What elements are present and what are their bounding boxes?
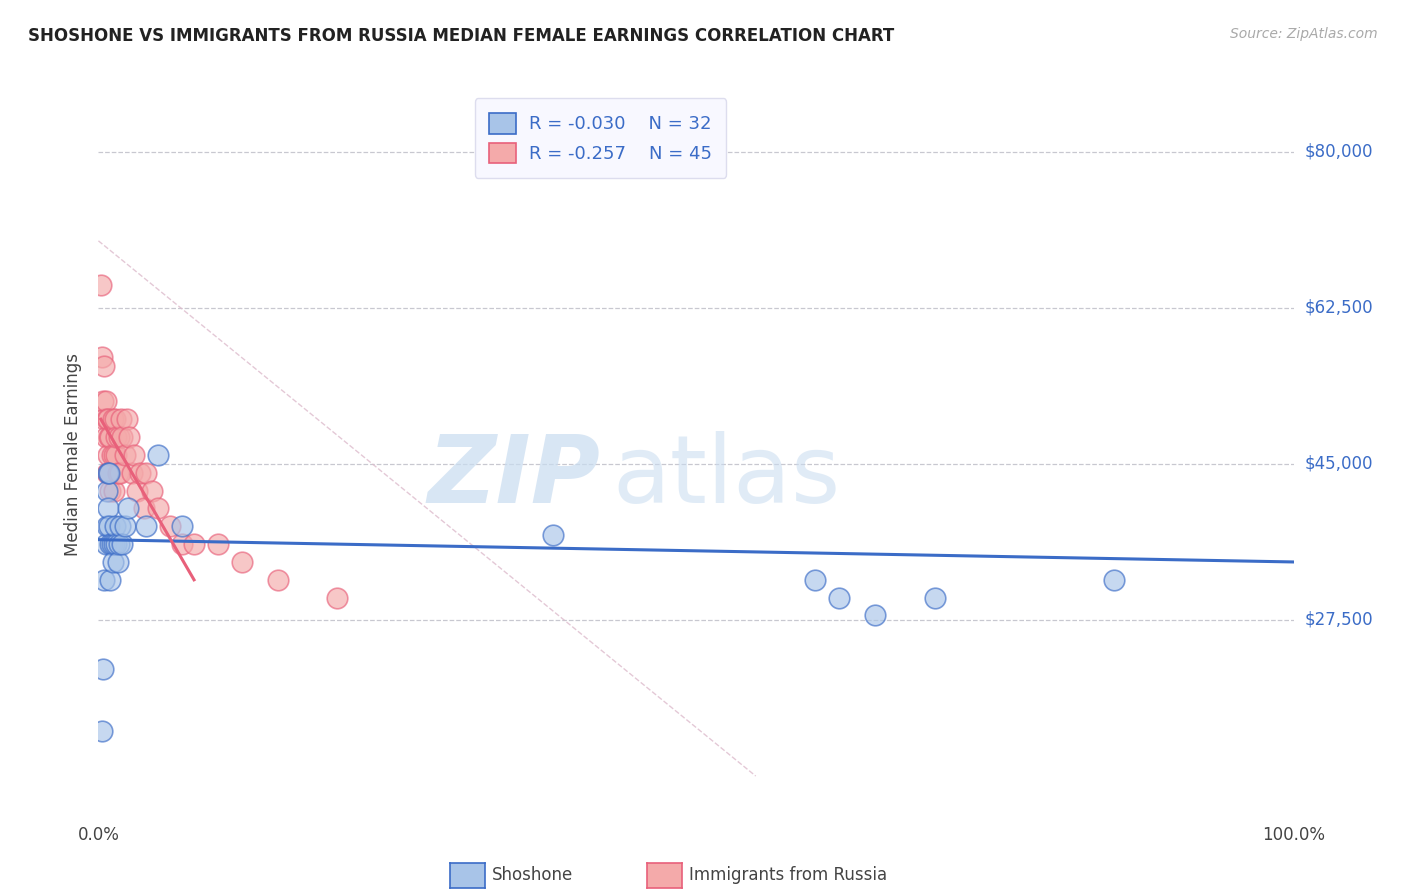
Point (93, 359, 115, 373)
Point (183, 537, 205, 551)
Point (172, 519, 194, 533)
Text: ZIP: ZIP (427, 431, 600, 523)
Point (121, 466, 143, 480)
Point (98, 466, 121, 480)
Point (98, 483, 122, 498)
Point (104, 412, 127, 426)
Point (97, 501, 120, 516)
Text: SHOSHONE VS IMMIGRANTS FROM RUSSIA MEDIAN FEMALE EARNINGS CORRELATION CHART: SHOSHONE VS IMMIGRANTS FROM RUSSIA MEDIA… (28, 27, 894, 45)
Point (107, 430, 129, 444)
Point (148, 448, 170, 462)
Point (101, 412, 124, 426)
Point (135, 466, 157, 480)
Point (132, 501, 155, 516)
Point (108, 519, 131, 533)
Point (98, 537, 122, 551)
Point (105, 448, 128, 462)
Point (97, 448, 120, 462)
Point (104, 519, 127, 533)
Point (96, 483, 118, 498)
Legend: R = -0.030    N = 32, R = -0.257    N = 45: R = -0.030 N = 32, R = -0.257 N = 45 (475, 98, 725, 178)
Point (93, 412, 115, 426)
Point (94, 537, 117, 551)
Point (114, 448, 136, 462)
Text: $80,000: $80,000 (1305, 143, 1374, 161)
Point (1102, 573, 1125, 587)
Point (107, 537, 129, 551)
Point (103, 448, 125, 462)
Point (207, 537, 229, 551)
Point (103, 537, 125, 551)
Point (124, 448, 146, 462)
Point (98, 466, 121, 480)
Point (98, 519, 121, 533)
Point (96, 519, 118, 533)
Point (541, 528, 564, 542)
Point (115, 412, 138, 426)
Point (110, 412, 132, 426)
Point (96, 412, 118, 426)
Point (91, 350, 114, 364)
Point (141, 483, 163, 498)
Point (98, 430, 122, 444)
Point (103, 483, 125, 498)
Point (108, 466, 131, 480)
Point (96, 466, 118, 480)
Point (100, 448, 122, 462)
Point (118, 430, 141, 444)
Point (101, 555, 124, 569)
Point (107, 555, 129, 569)
Point (267, 573, 290, 587)
Point (111, 537, 134, 551)
Text: $45,000: $45,000 (1305, 455, 1374, 473)
Point (100, 537, 122, 551)
Point (93, 573, 115, 587)
Point (107, 466, 129, 480)
Text: Shoshone: Shoshone (492, 866, 574, 884)
Point (231, 555, 253, 569)
Point (135, 519, 157, 533)
Point (98, 573, 122, 587)
Point (98, 430, 121, 444)
Text: $27,500: $27,500 (1305, 611, 1374, 629)
Point (828, 591, 851, 605)
Point (129, 466, 152, 480)
Point (91, 662, 114, 676)
Point (91, 394, 114, 409)
Point (863, 608, 886, 623)
Text: $62,500: $62,500 (1305, 299, 1374, 317)
Text: Source: ZipAtlas.com: Source: ZipAtlas.com (1230, 27, 1378, 41)
Point (97, 466, 120, 480)
Point (90, 278, 112, 293)
Point (326, 591, 349, 605)
Point (94, 430, 117, 444)
Text: atlas: atlas (612, 431, 841, 523)
Point (114, 519, 136, 533)
Point (105, 430, 128, 444)
Text: Immigrants from Russia: Immigrants from Russia (689, 866, 887, 884)
Point (91, 724, 114, 739)
Point (172, 537, 194, 551)
Point (924, 591, 946, 605)
Point (148, 501, 170, 516)
Point (125, 483, 148, 498)
Y-axis label: Median Female Earnings: Median Female Earnings (65, 353, 83, 557)
Point (94, 394, 117, 409)
Point (117, 501, 139, 516)
Point (159, 519, 181, 533)
Point (97, 412, 120, 426)
Point (105, 537, 128, 551)
Point (111, 430, 134, 444)
Point (804, 573, 827, 587)
